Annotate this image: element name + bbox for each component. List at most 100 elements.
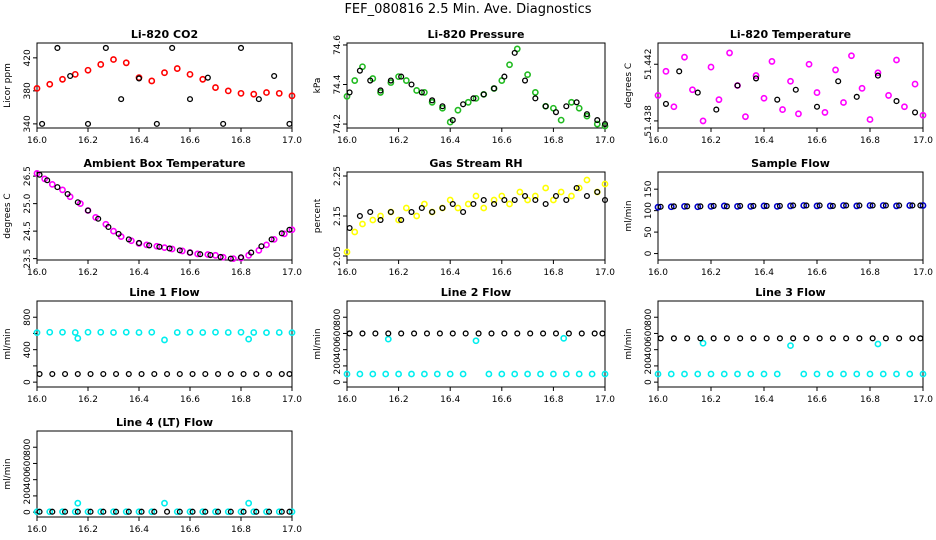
gas-stream-rh-average-point (387, 208, 394, 216)
li-820-temperature-average-point (813, 103, 821, 110)
li-820-temperature-average-point (694, 89, 701, 96)
line-4-lt-flow-average-point (240, 508, 247, 515)
li-820-temperature-y-tick-label: 51.438 (644, 105, 654, 137)
ambient-box-temperature-average-point (217, 253, 224, 261)
ambient-box-temperature-measured-point (219, 253, 227, 261)
line-3-flow-measured-point (681, 370, 688, 378)
li-820-co2-x-tick-label: 17.0 (282, 136, 302, 146)
line-4-lt-flow-y-tick-label: 0 (23, 509, 33, 515)
line-3-flow-average-point (710, 335, 717, 342)
line-3-flow-average-point (684, 335, 691, 342)
line-4-lt-flow-average-point (113, 508, 120, 515)
gas-stream-rh-average-point (511, 196, 518, 204)
li-820-pressure-average-point (439, 103, 446, 110)
line-3-flow-average-point (843, 335, 850, 342)
line-3-flow-measured-point (734, 370, 741, 378)
li-820-pressure-measured-point (583, 112, 591, 120)
line-1-flow-measured-point (288, 329, 296, 337)
gas-stream-rh-x-tick-label: 16.6 (492, 268, 512, 278)
line-4-lt-flow-average-point (189, 508, 196, 515)
line-1-flow-measured-point (148, 328, 156, 336)
li-820-co2-average-point (237, 44, 245, 52)
ambient-box-temperature-measured-point (168, 245, 176, 253)
ambient-box-temperature-average-point (237, 254, 245, 261)
li-820-temperature-measured-point (813, 89, 821, 96)
line-2-flow-title: Line 2 Flow (441, 286, 511, 299)
line-1-flow-measured-point (250, 329, 258, 336)
li-820-pressure-y-tick-label: 74.6 (333, 35, 343, 55)
line-4-lt-flow-measured-point (59, 508, 66, 516)
li-820-temperature-x-tick-label: 16.8 (860, 136, 880, 146)
li-820-temperature-x-tick-label: 16.0 (648, 136, 668, 146)
line-2-flow-average-point (436, 330, 443, 337)
gas-stream-rh-average-point (594, 188, 601, 196)
line-2-flow-measured-point (472, 337, 480, 345)
line-1-flow-average-point (265, 370, 273, 378)
line-3-flow-average-point (776, 335, 783, 342)
line-3-flow-x-tick-label: 16.6 (807, 395, 827, 405)
li-820-pressure-average-point (449, 117, 456, 124)
ambient-box-temperature-average-point (115, 230, 122, 237)
sample-flow-measured-point (840, 202, 847, 209)
li-820-pressure-measured-point (557, 116, 565, 124)
li-820-pressure-measured-point (377, 89, 384, 96)
line-3-flow-measured-point (720, 370, 728, 378)
line-4-lt-flow-average-point (62, 508, 69, 515)
line-2-flow-average-point (346, 330, 353, 337)
li-820-pressure-average-point (532, 95, 539, 102)
figure-title: FEF_080816 2.5 Min. Ave. Diagnostics (344, 2, 592, 17)
li-820-temperature-average-point (713, 106, 720, 113)
li-820-temperature-measured-point (768, 58, 776, 65)
ambient-box-temperature-title: Ambient Box Temperature (84, 157, 246, 170)
sample-flow-measured-point (813, 202, 821, 210)
line-1-flow-average-point (87, 370, 94, 378)
li-820-co2-measured-point (275, 89, 283, 97)
li-820-pressure-average-point (408, 81, 415, 88)
gas-stream-rh-average-point (470, 200, 477, 208)
gas-stream-rh-measured-point (359, 220, 366, 228)
line-4-lt-flow-measured-point (148, 508, 156, 516)
gas-stream-rh-average-point (480, 196, 487, 204)
line-2-flow-average-point (591, 330, 598, 337)
line-2-flow-average-point (514, 330, 521, 337)
line-1-flow-average-point (278, 370, 285, 378)
line-2-flow-measured-point (433, 370, 441, 378)
line-1-flow-title: Line 1 Flow (129, 286, 199, 299)
gas-stream-rh-average-point (583, 192, 590, 200)
li-820-temperature-x-tick-label: 16.6 (807, 136, 827, 146)
line-4-lt-flow-measured-point (74, 499, 82, 507)
line-2-flow-x-tick-label: 17.0 (595, 395, 615, 405)
line-4-lt-flow-measured-point (46, 508, 54, 516)
li-820-temperature-measured-point (699, 117, 707, 125)
li-820-co2-average-point (102, 44, 109, 52)
sample-flow-x-tick-label: 17.0 (913, 268, 933, 278)
line-3-flow-measured-point (866, 370, 874, 378)
sample-flow-x-tick-label: 16.0 (648, 268, 668, 278)
line-2-flow-average-point (475, 330, 482, 337)
line-3-flow-average-point (869, 335, 876, 342)
sample-flow-average-point (882, 202, 889, 209)
gas-stream-rh-measured-point (454, 204, 462, 212)
sample-flow-measured-point (654, 203, 662, 211)
line-1-flow-y-tick-label: 800 (23, 308, 33, 325)
line-3-flow-measured-point (699, 339, 707, 347)
line-2-flow-y-tick-label: 200 (333, 357, 343, 374)
sample-flow-average-point (856, 202, 863, 209)
line-1-flow-average-point (202, 370, 209, 378)
li-820-pressure-measured-point (439, 104, 446, 112)
ambient-box-temperature-average-point (105, 223, 112, 231)
line-1-flow-measured-point (122, 328, 130, 336)
line-4-lt-flow-measured-point (33, 508, 41, 516)
gas-stream-rh-measured-point (377, 212, 384, 220)
line-1-flow-average-point (286, 370, 293, 378)
line-4-lt-flow-average-point (265, 508, 273, 515)
gas-stream-rh-y-tick-label: 2.25 (333, 166, 343, 186)
sample-flow-average-point (869, 202, 876, 209)
line-3-flow-measured-point (747, 370, 755, 378)
line-3-flow-average-point (816, 335, 823, 342)
gas-stream-rh-average-point (367, 208, 374, 216)
ambient-box-temperature-x-tick-label: 16.0 (27, 268, 47, 278)
line-2-flow-average-point (398, 330, 405, 337)
gas-stream-rh-average-point (408, 208, 415, 216)
